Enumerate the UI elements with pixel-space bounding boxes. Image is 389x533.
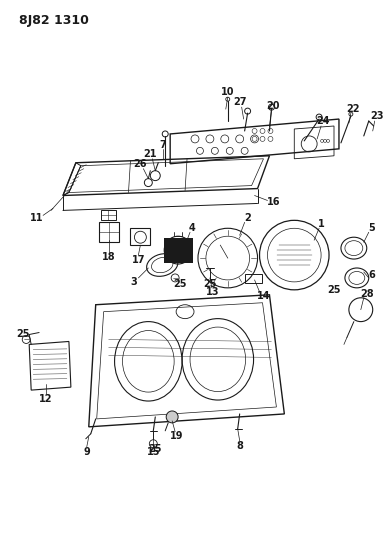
Text: 18: 18 (102, 252, 116, 262)
Text: 8: 8 (236, 441, 243, 451)
Text: 6: 6 (368, 270, 375, 280)
Text: 10: 10 (221, 87, 235, 97)
Text: 4: 4 (189, 223, 195, 233)
Text: 25: 25 (16, 328, 30, 338)
Text: 25: 25 (327, 285, 341, 295)
Text: 21: 21 (144, 149, 157, 159)
Text: 14: 14 (257, 291, 270, 301)
Text: 19: 19 (170, 431, 184, 441)
Text: 23: 23 (370, 111, 384, 121)
Text: 3: 3 (130, 277, 137, 287)
Text: 22: 22 (346, 104, 359, 114)
Text: 2: 2 (244, 213, 251, 223)
Text: 20: 20 (267, 101, 280, 111)
Text: 5: 5 (368, 223, 375, 233)
Text: 16: 16 (267, 197, 280, 207)
Text: 9: 9 (83, 447, 90, 457)
Text: 26: 26 (134, 159, 147, 169)
Text: 13: 13 (206, 287, 220, 297)
Text: 27: 27 (233, 97, 246, 107)
Text: 12: 12 (39, 394, 53, 404)
Text: 1: 1 (318, 219, 324, 229)
Text: 25: 25 (203, 279, 217, 289)
Circle shape (166, 411, 178, 423)
Text: 24: 24 (316, 116, 330, 126)
Text: 28: 28 (360, 289, 373, 299)
Text: 11: 11 (30, 213, 44, 223)
Text: 25: 25 (173, 279, 187, 289)
Text: 15: 15 (147, 447, 160, 457)
Text: 8J82 1310: 8J82 1310 (19, 14, 89, 27)
Text: 25: 25 (149, 443, 162, 454)
Text: 17: 17 (131, 255, 145, 265)
Text: 7: 7 (160, 140, 166, 150)
